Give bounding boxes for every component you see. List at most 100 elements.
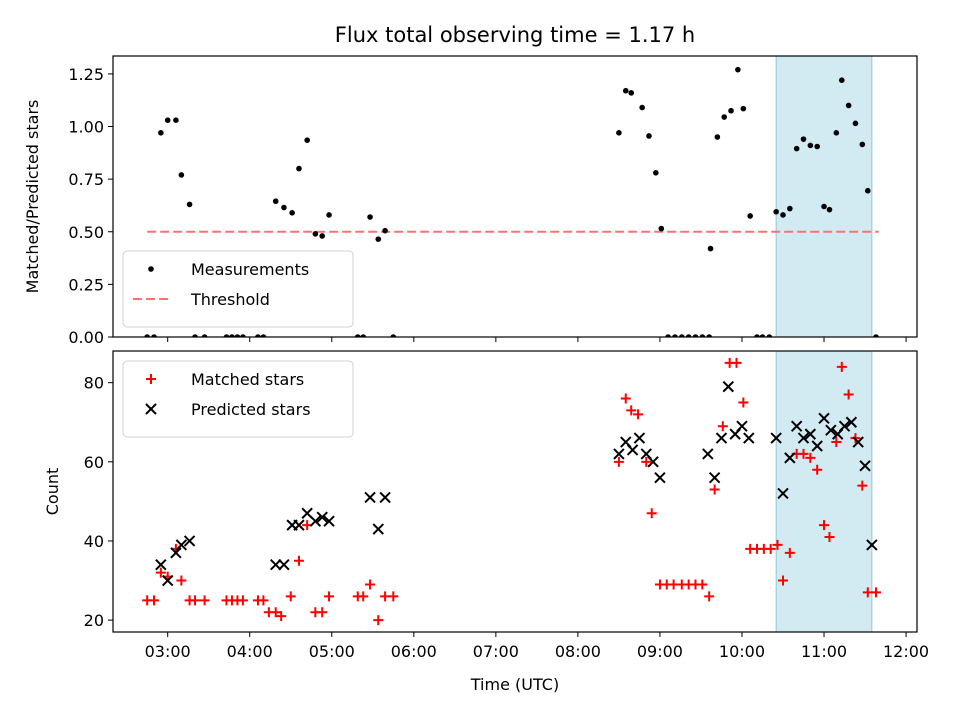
y-tick-label: 80 (84, 374, 104, 393)
count-panel: 03:00 04:00 05:00 06:00 07:00 08:00 09:00 10:00… (43, 350, 929, 694)
data-point (780, 212, 786, 218)
data-point (151, 334, 157, 337)
data-point (754, 334, 760, 337)
ratio-panel: 0.00 0.25 0.50 0.75 1.00 1.25 Matched/Predicte… (23, 55, 918, 347)
data-point (272, 198, 279, 205)
data-point (653, 170, 659, 176)
data-point (149, 595, 160, 606)
data-point (276, 611, 287, 622)
data-point (183, 535, 196, 547)
data-point (646, 133, 652, 139)
data-point (240, 334, 246, 337)
data-point (628, 90, 635, 96)
data-point (613, 456, 624, 467)
data-point (382, 227, 388, 234)
data-point (784, 547, 795, 558)
x-tick-label: 11:00 (801, 642, 847, 661)
data-point (800, 136, 807, 142)
legend-box (122, 250, 354, 328)
data-point (164, 117, 171, 123)
data-point (626, 444, 639, 456)
data-point (190, 595, 201, 606)
data-point (790, 420, 803, 432)
data-point (201, 334, 208, 337)
data-point (735, 66, 741, 73)
data-point (714, 134, 721, 140)
data-point (772, 539, 783, 550)
x-tick-label: 07:00 (473, 642, 519, 661)
y-axis: 20 40 60 80 (84, 374, 113, 630)
data-point (229, 334, 235, 337)
data-point (717, 421, 728, 432)
plot-area (144, 56, 879, 337)
data-point (285, 591, 296, 602)
y-tick-label: 0.25 (68, 275, 104, 294)
x-tick-label: 05:00 (309, 642, 355, 661)
x-axis-label: Time (UTC) (470, 675, 559, 694)
data-point (278, 559, 290, 571)
data-point (647, 456, 659, 468)
data-point (237, 595, 248, 606)
y-tick-label: 0.50 (68, 223, 104, 242)
data-point (859, 460, 871, 472)
data-point (178, 172, 185, 178)
data-point (699, 334, 706, 337)
data-point (199, 595, 210, 606)
data-point (818, 412, 830, 424)
data-point (805, 452, 816, 463)
axes-frame (112, 55, 918, 338)
data-point (641, 456, 652, 467)
data-point (859, 141, 866, 148)
data-point (824, 532, 835, 543)
data-point (692, 334, 699, 337)
data-point (260, 334, 267, 337)
x-tick-label: 04:00 (227, 642, 273, 661)
data-point (161, 574, 174, 587)
data-point (367, 214, 373, 220)
data-point (838, 420, 851, 432)
data-point (316, 511, 328, 523)
data-point (390, 334, 397, 337)
data-point (296, 165, 302, 172)
axes-frame (112, 350, 918, 633)
y-tick-label: 0.75 (68, 170, 104, 189)
data-point (797, 432, 810, 444)
data-point (857, 480, 868, 491)
data-point (845, 416, 858, 428)
data-point (704, 591, 715, 602)
data-point (155, 567, 166, 578)
data-point (873, 334, 879, 337)
legend-marker (146, 374, 156, 384)
data-point (721, 114, 728, 120)
data-point (812, 464, 823, 475)
y-tick-label: 40 (84, 532, 104, 551)
data-point (312, 231, 319, 237)
data-point (155, 559, 167, 571)
data-point (175, 539, 188, 551)
data-point (765, 543, 776, 554)
x-tick-label: 03:00 (145, 642, 191, 661)
data-point (728, 107, 734, 114)
plot-area (142, 351, 881, 632)
data-point (787, 205, 793, 212)
data-point (702, 448, 714, 460)
data-point (706, 334, 712, 337)
data-point (852, 436, 864, 448)
data-point (825, 424, 837, 436)
x-tick-label: 12:00 (883, 642, 929, 661)
data-point (708, 471, 721, 484)
data-point (234, 334, 241, 337)
data-point (639, 104, 645, 111)
y-tick-label: 0.00 (68, 328, 104, 347)
data-point (323, 515, 335, 527)
data-point (811, 440, 823, 452)
data-point (309, 515, 322, 527)
data-point (364, 491, 376, 504)
legend-marker (145, 403, 157, 415)
data-point (613, 448, 625, 460)
data-point (223, 334, 230, 337)
data-point (258, 595, 269, 606)
data-point (317, 607, 328, 618)
y-axis: 0.00 0.25 0.50 0.75 1.00 1.25 (68, 65, 113, 347)
